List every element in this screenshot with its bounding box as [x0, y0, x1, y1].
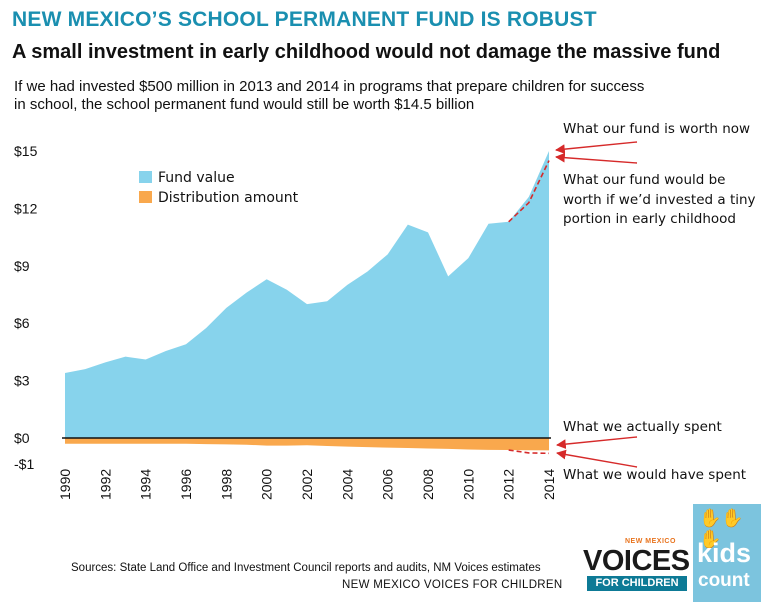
x-tick-label: 2010 [460, 469, 476, 500]
x-tick-label: 1998 [218, 469, 234, 500]
y-tick-label: $9 [14, 258, 30, 274]
organization-name: NEW MEXICO VOICES FOR CHILDREN [342, 579, 563, 591]
y-tick-label: $12 [14, 200, 38, 216]
chart-title: NEW MEXICO’S SCHOOL PERMANENT FUND IS RO… [12, 8, 597, 31]
x-axis: 1990 1992 1994 1996 1998 2000 2002 2004 2006 2008… [57, 469, 557, 500]
x-tick-label: 2014 [541, 469, 557, 500]
y-tick-label: $6 [14, 315, 30, 331]
voices-logo-sub: FOR CHILDREN [587, 576, 687, 591]
distribution-area [65, 438, 549, 451]
voices-logo: NEW MEXICO VOICES FOR CHILDREN [583, 538, 691, 600]
annotation-would-be-line-2: worth if we’d invested a tiny [563, 192, 756, 208]
x-tick-label: 1990 [57, 469, 73, 500]
x-tick-label: 1994 [138, 469, 154, 500]
x-tick-label: 2008 [420, 469, 436, 500]
x-tick-label: 2012 [501, 469, 517, 500]
x-tick-label: 1996 [178, 469, 194, 500]
legend-label-fund: Fund value [158, 170, 235, 186]
alternate-fund-line [508, 160, 550, 223]
kids-count-logo: ✋✋✋ kids count [693, 504, 761, 602]
annotation-would-have-spent: What we would have spent [563, 467, 746, 483]
legend: Fund value Distribution amount [139, 170, 299, 206]
x-tick-label: 2000 [259, 469, 275, 500]
annotation-would-be-line-1: What our fund would be [563, 172, 726, 188]
annotation-would-be-line-3: portion in early childhood [563, 211, 736, 227]
annotation-worth-now: What our fund is worth now [563, 121, 750, 137]
kids-count-logo-kids: kids [697, 538, 752, 568]
alternate-distribution-line [508, 449, 550, 455]
arrow-worth-now [555, 141, 638, 155]
arrow-would-be [555, 152, 638, 164]
y-tick-label: $15 [14, 143, 38, 159]
y-tick-label: $0 [14, 430, 30, 446]
arrow-would-have-spent [556, 449, 638, 468]
x-tick-label: 2004 [339, 469, 355, 500]
chart-description: If we had invested $500 million in 2013 … [14, 78, 694, 114]
y-axis: $15 $12 $9 $6 $3 $0 -$1 [14, 143, 38, 472]
y-tick-label: $3 [14, 373, 30, 389]
annotations: What our fund is worth now What our fund… [555, 121, 756, 483]
x-tick-label: 2002 [299, 469, 315, 500]
chart-subtitle: A small investment in early childhood wo… [12, 41, 721, 63]
voices-logo-main: VOICES [583, 545, 690, 577]
legend-label-distribution: Distribution amount [158, 190, 299, 206]
sources-note: Sources: State Land Office and Investmen… [71, 562, 541, 574]
arrow-actually-spent [556, 436, 638, 449]
description-line-2: in school, the school permanent fund wou… [14, 96, 475, 113]
x-tick-label: 2006 [380, 469, 396, 500]
x-tick-label: 1992 [97, 469, 113, 500]
annotation-actually-spent: What we actually spent [563, 419, 722, 435]
voices-logo-state: NEW MEXICO [625, 538, 676, 545]
description-line-1: If we had invested $500 million in 2013 … [14, 78, 645, 95]
y-tick-label: -$1 [14, 456, 34, 472]
kids-count-logo-count: count [698, 570, 750, 591]
fund-value-area [65, 151, 549, 438]
legend-swatch-distribution [139, 191, 152, 203]
raised-hands-icon: ✋✋✋ [699, 508, 744, 549]
legend-swatch-fund [139, 171, 152, 183]
